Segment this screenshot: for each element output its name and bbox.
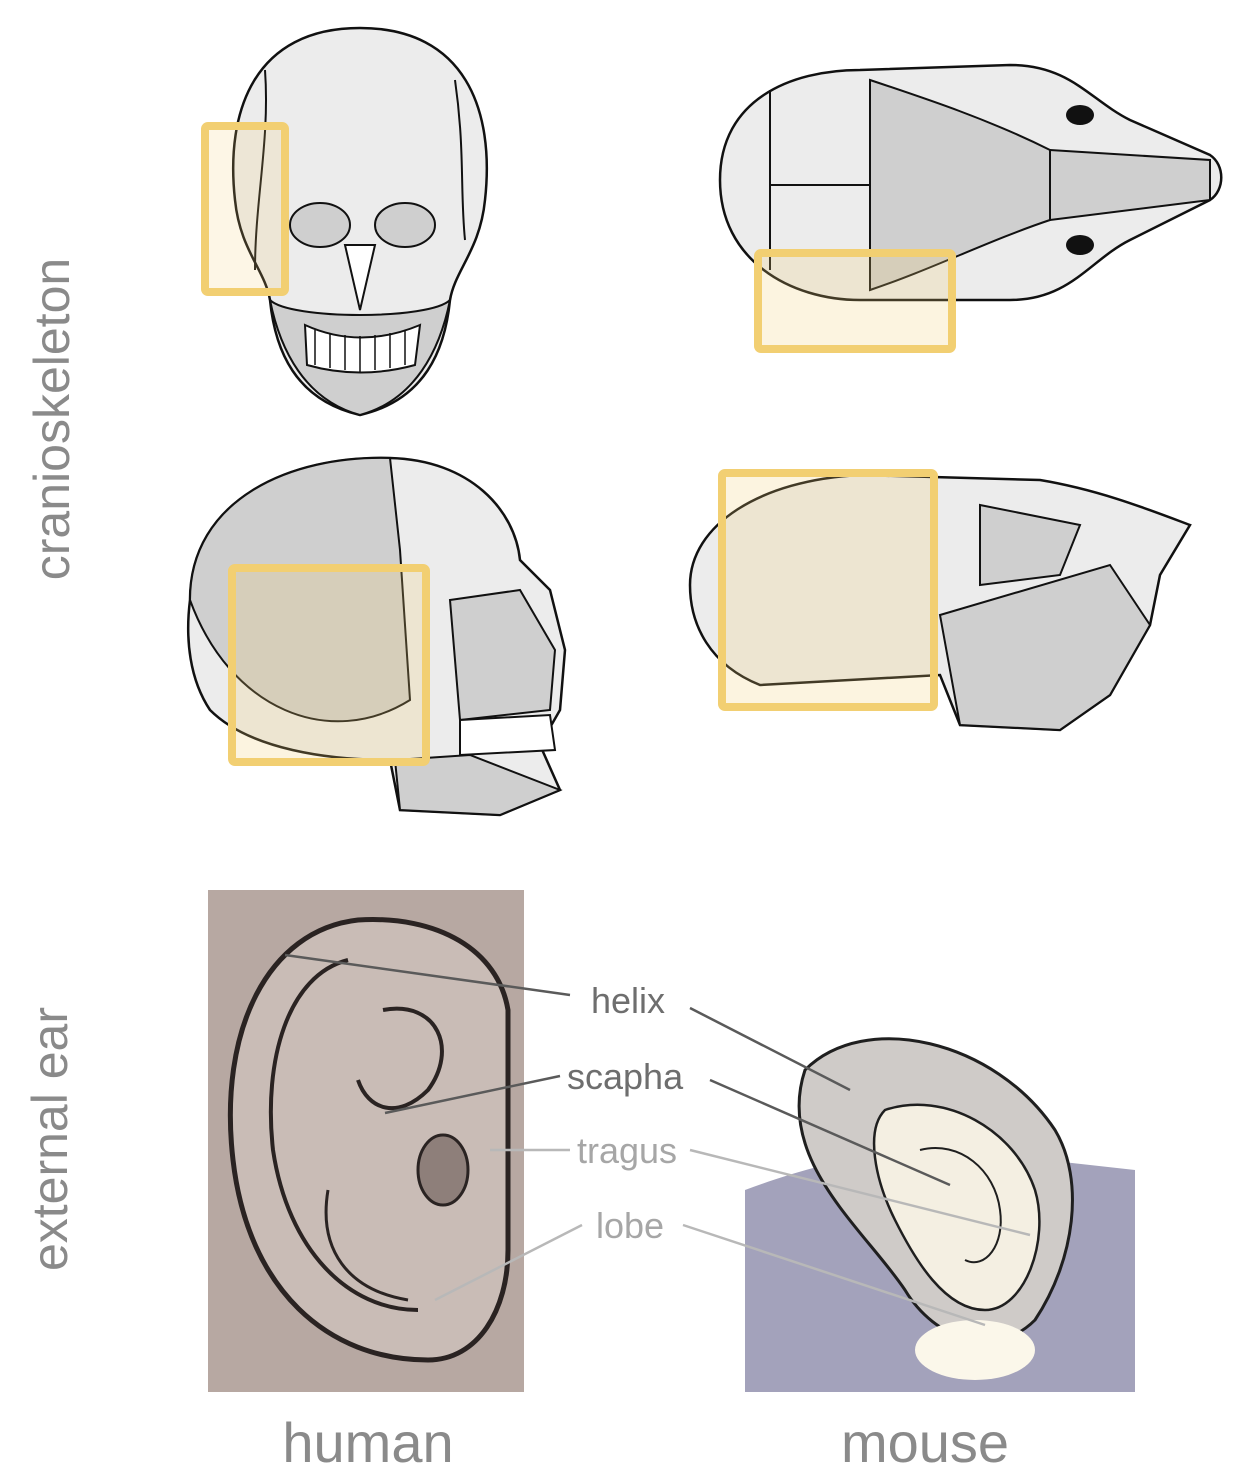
column-label-human: human — [282, 1411, 454, 1474]
row-label-cranioskeleton: cranioskeleton — [24, 257, 80, 581]
ear-label-helix: helix — [591, 980, 666, 1021]
row-label-external-ear: external ear — [22, 1006, 78, 1272]
mouse-skull-top-view — [710, 40, 1230, 370]
mouse-ear-illustration — [745, 1020, 1135, 1392]
mouse-skull-side-view — [680, 465, 1200, 755]
ear-label-scapha: scapha — [567, 1056, 684, 1097]
human-skull-front-view — [195, 20, 525, 430]
ear-label-tragus: tragus — [577, 1130, 678, 1171]
human-skull-side-view — [170, 450, 580, 830]
column-label-mouse: mouse — [840, 1411, 1010, 1474]
ear-label-lobe: lobe — [596, 1205, 665, 1246]
human-ear-illustration — [208, 890, 524, 1392]
